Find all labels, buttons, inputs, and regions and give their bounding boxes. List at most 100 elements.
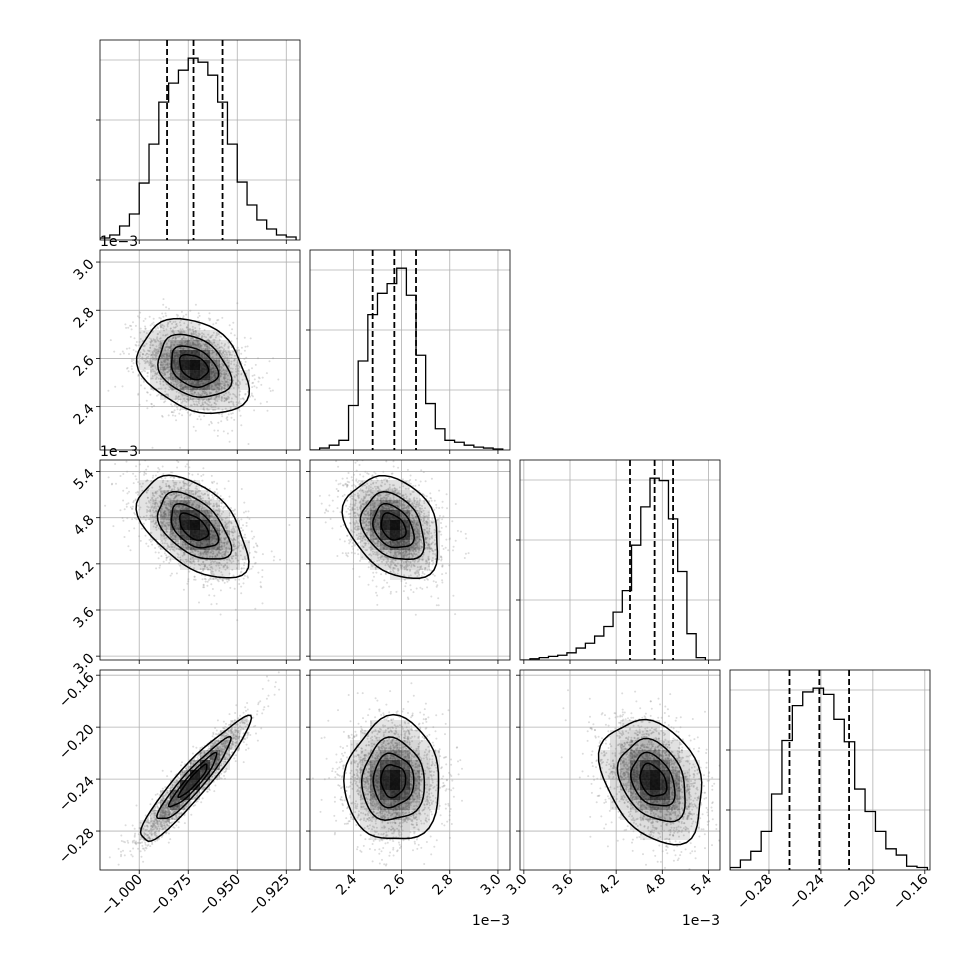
sample-point — [215, 390, 218, 392]
sample-point — [157, 349, 160, 352]
sample-point — [217, 421, 220, 424]
sample-point — [213, 429, 216, 432]
density-bin — [150, 340, 160, 350]
sample-point — [259, 402, 262, 405]
sample-point — [167, 338, 170, 341]
sample-point — [224, 568, 227, 571]
sample-point — [202, 586, 205, 589]
sample-point — [176, 383, 178, 386]
sample-point — [222, 364, 225, 367]
density-bin — [220, 570, 230, 580]
sample-point — [172, 388, 175, 391]
sample-point — [169, 373, 171, 376]
sample-point — [134, 513, 136, 516]
sample-point — [256, 544, 258, 547]
histogram-bars — [100, 57, 297, 240]
sample-point — [189, 390, 192, 393]
sample-point — [155, 358, 158, 360]
sample-point — [202, 569, 204, 572]
sample-point — [224, 392, 227, 395]
sample-point — [171, 376, 174, 379]
sample-point — [175, 492, 178, 495]
sample-point — [194, 303, 197, 306]
sample-point — [185, 338, 187, 340]
sample-point — [196, 335, 199, 338]
sample-point — [185, 381, 188, 383]
sample-point — [187, 340, 190, 343]
sample-point — [188, 546, 191, 549]
sample-point — [148, 363, 151, 366]
sample-point — [183, 322, 186, 325]
sample-point — [185, 547, 188, 550]
sample-point — [200, 394, 203, 397]
sample-point — [219, 351, 221, 354]
sample-point — [165, 352, 168, 355]
sample-point — [214, 555, 217, 558]
sample-point — [208, 312, 211, 315]
sample-point — [152, 370, 155, 373]
sample-point — [126, 517, 129, 520]
sample-point — [171, 329, 174, 332]
density-bin — [220, 390, 230, 400]
sample-point — [230, 400, 233, 403]
sample-point — [203, 511, 206, 513]
density-bin — [190, 520, 200, 530]
sample-point — [235, 381, 237, 384]
sample-point — [210, 336, 213, 339]
sample-point — [197, 559, 200, 562]
sample-point — [151, 505, 154, 508]
sample-point — [156, 336, 159, 339]
sample-point — [144, 354, 147, 357]
sample-point — [164, 524, 167, 527]
sample-point — [125, 347, 128, 350]
sample-point — [209, 516, 212, 519]
sample-point — [195, 485, 198, 488]
sample-point — [190, 333, 193, 335]
sample-point — [237, 384, 240, 387]
sample-point — [239, 571, 242, 574]
sample-point — [180, 384, 183, 387]
sample-point — [182, 347, 185, 350]
sample-point — [253, 535, 256, 538]
sample-point — [209, 405, 212, 408]
sample-point — [176, 408, 179, 411]
sample-point — [141, 353, 144, 355]
sample-point — [189, 338, 192, 341]
sample-point — [162, 473, 165, 476]
sample-point — [180, 494, 183, 496]
sample-point — [409, 474, 412, 477]
sample-point — [197, 400, 200, 403]
sample-point — [167, 508, 170, 511]
sample-point — [151, 322, 154, 325]
sample-point — [197, 473, 199, 476]
sample-point — [183, 562, 186, 565]
sample-point — [186, 506, 189, 509]
density-bin — [210, 500, 220, 510]
sample-point — [211, 481, 213, 484]
sample-point — [247, 510, 250, 513]
sample-point — [382, 470, 385, 473]
sample-point — [148, 337, 151, 340]
sample-point — [174, 496, 176, 499]
sample-point — [247, 443, 250, 445]
sample-point — [152, 389, 155, 392]
sample-point — [135, 465, 138, 468]
sample-point — [207, 579, 210, 581]
sample-point — [206, 345, 209, 348]
sample-point — [241, 529, 244, 532]
sample-point — [203, 567, 206, 570]
sample-point — [183, 337, 186, 340]
sample-point — [174, 398, 177, 401]
sample-point — [232, 544, 235, 547]
sample-point — [150, 540, 152, 543]
sample-point — [110, 483, 113, 486]
sample-point — [146, 509, 148, 511]
sample-point — [331, 499, 334, 502]
sample-point — [213, 381, 216, 384]
sample-point — [210, 386, 213, 389]
sample-point — [155, 348, 158, 351]
sample-point — [166, 333, 169, 336]
sample-point — [232, 549, 235, 552]
sample-point — [168, 307, 170, 310]
sample-point — [261, 575, 264, 578]
